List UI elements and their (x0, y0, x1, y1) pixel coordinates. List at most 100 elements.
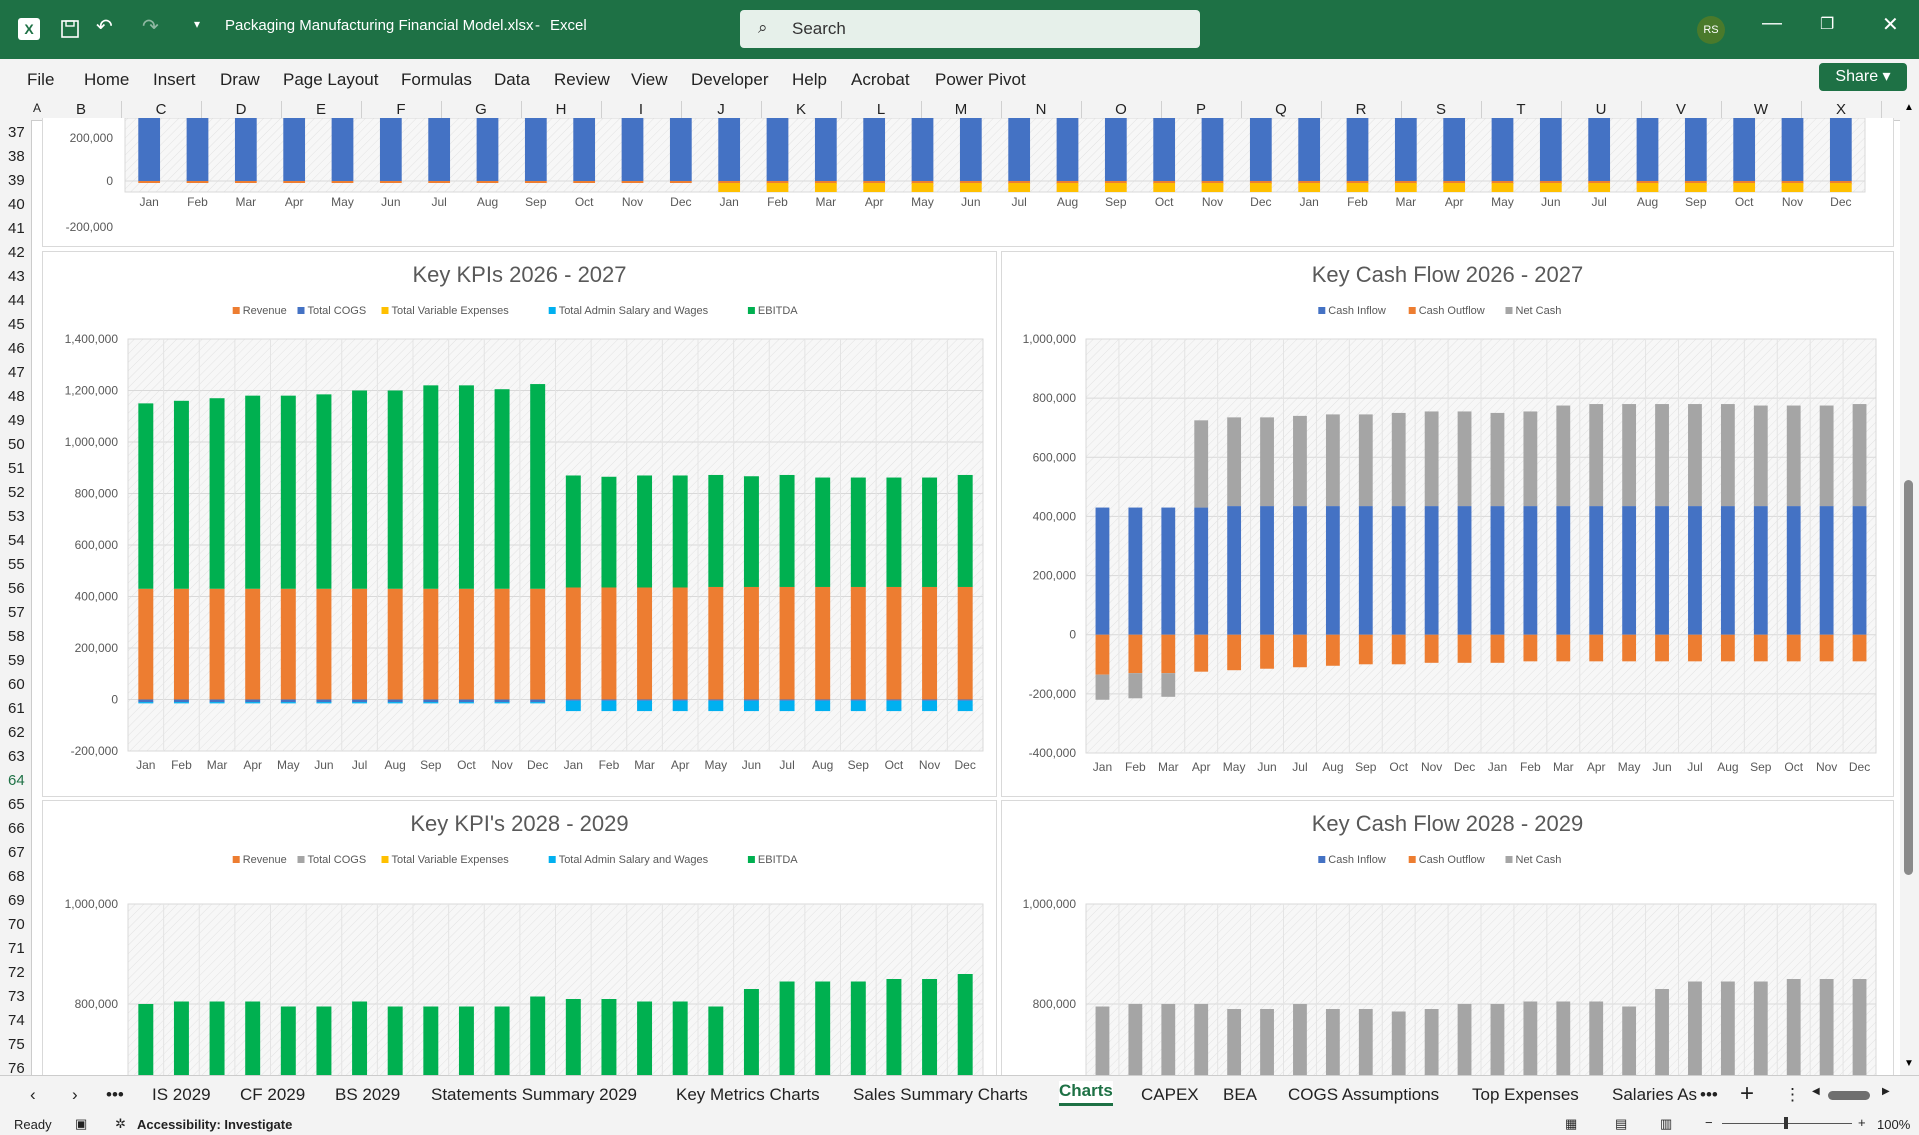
menu-formulas[interactable]: Formulas (401, 70, 472, 89)
chart-key-cash-flow-2028-2029[interactable]: Key Cash Flow 2028 - 2029 Cash Inflow Cash… (1001, 800, 1894, 1125)
row-header[interactable]: 74 (8, 1012, 25, 1029)
menu-page-layout[interactable]: Page Layout (283, 70, 379, 89)
chart-monthly-top[interactable]: 200,000 0 -200,000 Jan Feb Mar Apr May Jun Jul Aug… (42, 117, 1894, 247)
menu-draw[interactable]: Draw (220, 70, 260, 89)
row-header[interactable]: 39 (8, 172, 25, 189)
column-header[interactable]: B (41, 101, 122, 118)
menu-power-pivot[interactable]: Power Pivot (935, 70, 1026, 89)
row-header[interactable]: 63 (8, 748, 25, 765)
row-header[interactable]: 60 (8, 676, 25, 693)
row-header[interactable]: 58 (8, 628, 25, 645)
search-box[interactable]: ⌕ Search (740, 10, 1200, 48)
row-header[interactable]: 37 (8, 124, 25, 141)
row-header[interactable]: 44 (8, 292, 25, 309)
tab-statements-summary-2029[interactable]: Statements Summary 2029 (431, 1085, 637, 1104)
row-header[interactable]: 71 (8, 940, 25, 957)
column-header[interactable]: F (361, 101, 442, 118)
column-header[interactable]: Q (1241, 101, 1322, 118)
scroll-up-icon[interactable]: ▲ (1904, 102, 1914, 113)
close-icon[interactable]: ✕ (1882, 14, 1899, 36)
avatar[interactable]: RS (1697, 16, 1725, 44)
tab-top-expenses[interactable]: Top Expenses (1472, 1085, 1579, 1104)
share-button[interactable]: Share ▾ (1819, 63, 1907, 91)
column-header[interactable]: N (1001, 101, 1082, 118)
row-header[interactable]: 40 (8, 196, 25, 213)
column-header[interactable]: I (601, 101, 682, 118)
row-header[interactable]: 47 (8, 364, 25, 381)
row-header[interactable]: 62 (8, 724, 25, 741)
menu-help[interactable]: Help (792, 70, 827, 89)
vertical-scrollbar[interactable]: ▲ ▼ (1900, 100, 1919, 1075)
zoom-slider-thumb[interactable] (1784, 1117, 1788, 1129)
row-header[interactable]: 57 (8, 604, 25, 621)
hscroll-right-icon[interactable]: ▶ (1882, 1086, 1890, 1097)
normal-view-icon[interactable]: ▦ (1565, 1116, 1578, 1131)
row-header[interactable]: 68 (8, 868, 25, 885)
column-header[interactable]: G (441, 101, 522, 118)
column-header[interactable]: R (1321, 101, 1402, 118)
row-header[interactable]: 49 (8, 412, 25, 429)
undo-icon[interactable]: ↶ (96, 16, 113, 38)
row-header[interactable]: 38 (8, 148, 25, 165)
minimize-icon[interactable]: — (1762, 12, 1782, 34)
tab-overflow-icon[interactable]: ••• (1700, 1085, 1718, 1104)
row-header[interactable]: 55 (8, 556, 25, 573)
row-header[interactable]: 50 (8, 436, 25, 453)
column-header[interactable]: V (1641, 101, 1722, 118)
row-header[interactable]: 42 (8, 244, 25, 261)
row-header[interactable]: 43 (8, 268, 25, 285)
row-header[interactable]: 61 (8, 700, 25, 717)
column-header[interactable]: T (1481, 101, 1562, 118)
zoom-level[interactable]: 100% (1877, 1117, 1911, 1132)
tab-is-2029[interactable]: IS 2029 (152, 1085, 211, 1104)
row-header[interactable]: 53 (8, 508, 25, 525)
row-header[interactable]: 67 (8, 844, 25, 861)
tab-bea[interactable]: BEA (1223, 1085, 1258, 1104)
row-header[interactable]: 46 (8, 340, 25, 357)
column-header[interactable]: X (1801, 101, 1882, 118)
chart-key-cash-flow-2026-2027[interactable]: Key Cash Flow 2026 - 2027 Cash Inflow Cash… (1001, 251, 1894, 797)
zoom-slider[interactable] (1722, 1117, 1852, 1129)
column-header[interactable]: M (921, 101, 1002, 118)
row-header[interactable]: 51 (8, 460, 25, 477)
scroll-down-icon[interactable]: ▼ (1904, 1058, 1914, 1069)
tab-options-icon[interactable]: ⋮ (1784, 1085, 1801, 1104)
row-header[interactable]: 48 (8, 388, 25, 405)
column-header[interactable]: P (1161, 101, 1242, 118)
accessibility-status[interactable]: Accessibility: Investigate (137, 1117, 293, 1132)
menu-home[interactable]: Home (84, 70, 130, 89)
hscroll-left-icon[interactable]: ◀ (1812, 1086, 1820, 1097)
row-header[interactable]: 76 (8, 1060, 25, 1077)
row-header[interactable]: 54 (8, 532, 25, 549)
tab-salaries-as[interactable]: Salaries As (1612, 1085, 1698, 1104)
tab-key-metrics-charts[interactable]: Key Metrics Charts (676, 1085, 820, 1104)
row-header[interactable]: 73 (8, 988, 25, 1005)
row-header[interactable]: 52 (8, 484, 25, 501)
add-sheet-icon[interactable]: + (1740, 1080, 1755, 1107)
row-header[interactable]: 70 (8, 916, 25, 933)
column-header[interactable]: U (1561, 101, 1642, 118)
row-header[interactable]: 69 (8, 892, 25, 909)
column-header[interactable]: S (1401, 101, 1482, 118)
tab-more-icon[interactable]: ••• (106, 1085, 124, 1104)
column-header[interactable]: A (33, 101, 42, 115)
menu-data[interactable]: Data (494, 70, 530, 89)
tab-next-icon[interactable]: › (72, 1085, 78, 1104)
redo-icon[interactable]: ↷ (142, 16, 159, 38)
tab-cogs-assumptions[interactable]: COGS Assumptions (1288, 1085, 1440, 1104)
column-header[interactable]: W (1721, 101, 1802, 118)
tab-cf-2029[interactable]: CF 2029 (240, 1085, 306, 1104)
menu-view[interactable]: View (631, 70, 668, 89)
row-header[interactable]: 59 (8, 652, 25, 669)
zoom-in-icon[interactable]: + (1858, 1115, 1866, 1130)
row-header[interactable]: 72 (8, 964, 25, 981)
row-header[interactable]: 75 (8, 1036, 25, 1053)
accessibility-icon[interactable]: ✲ (115, 1116, 126, 1131)
tab-bs-2029[interactable]: BS 2029 (335, 1085, 401, 1104)
column-header[interactable]: O (1081, 101, 1162, 118)
menu-insert[interactable]: Insert (153, 70, 196, 89)
menu-acrobat[interactable]: Acrobat (851, 70, 910, 89)
column-header[interactable]: K (761, 101, 842, 118)
column-header[interactable]: L (841, 101, 922, 118)
menu-developer[interactable]: Developer (691, 70, 769, 89)
